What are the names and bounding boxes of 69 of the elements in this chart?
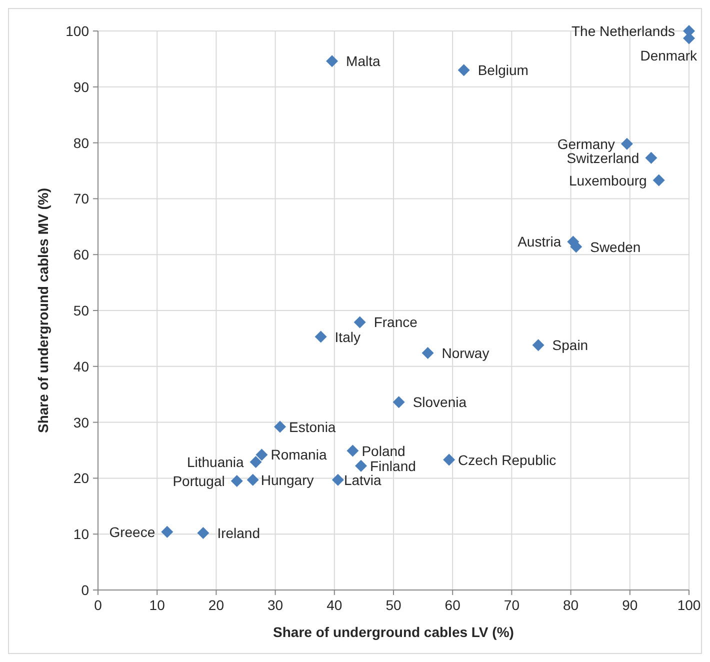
x-tick-label: 30 [268, 597, 284, 613]
point [532, 339, 544, 352]
y-tick-label: 20 [73, 470, 90, 486]
x-tick-label: 0 [94, 597, 102, 613]
data-label: Italy [334, 328, 360, 345]
point [354, 460, 367, 472]
x-tick-label: 10 [149, 597, 166, 613]
data-label: Finland [370, 458, 416, 474]
y-tick-label: 80 [73, 134, 90, 151]
x-tick-label: 100 [677, 597, 701, 613]
data-label: Ireland [217, 524, 260, 541]
point [256, 448, 268, 461]
y-axis-title: Share of underground cables MV (%) [35, 188, 51, 434]
y-tick-label: 70 [73, 190, 90, 207]
data-label: Slovenia [412, 394, 467, 410]
point [620, 138, 633, 150]
data-label: Norway [442, 344, 490, 361]
y-tick-label: 0 [81, 582, 90, 598]
data-label: Lithuania [186, 454, 244, 470]
point [422, 346, 434, 359]
point [246, 474, 259, 486]
x-tick-label: 60 [444, 597, 461, 613]
y-tick-label: 10 [73, 526, 90, 542]
y-tick-label: 50 [73, 302, 90, 318]
point [250, 456, 262, 468]
data-label: Greece [109, 524, 156, 540]
data-label: Belgium [478, 62, 528, 78]
point [230, 474, 243, 487]
data-label: Romania [270, 446, 327, 463]
data-label: Sweden [590, 238, 641, 255]
point [645, 152, 658, 164]
x-tick-label: 90 [622, 597, 638, 613]
point [652, 174, 665, 186]
y-tick-label: 60 [73, 246, 90, 263]
y-tick-label: 30 [73, 414, 90, 430]
data-label: Malta [346, 53, 380, 70]
point [332, 474, 344, 486]
data-label: Spain [552, 337, 588, 354]
point [458, 64, 470, 76]
data-label: Estonia [289, 418, 336, 435]
y-tick-label: 90 [73, 78, 90, 95]
x-axis-title: Share of underground cables LV (%) [273, 624, 514, 640]
point [314, 330, 327, 343]
data-label: Latvia [344, 472, 382, 488]
point [443, 454, 456, 466]
data-label: Germany [557, 136, 615, 152]
data-label: Hungary [260, 472, 314, 488]
y-tick-label: 40 [73, 358, 90, 374]
data-label: Poland [362, 442, 406, 459]
x-tick-label: 50 [386, 597, 402, 613]
data-label: Czech Republic [458, 452, 556, 468]
data-label: Luxembourg [569, 172, 647, 188]
point [161, 526, 174, 538]
data-label: The Netherlands [571, 23, 675, 39]
point [354, 316, 366, 328]
data-label: Portugal [172, 472, 225, 489]
point [197, 526, 210, 539]
x-tick-label: 20 [208, 597, 224, 613]
point [274, 420, 286, 433]
x-tick-label: 40 [326, 597, 342, 613]
data-label: Austria [518, 234, 562, 250]
point [346, 444, 359, 457]
x-tick-label: 70 [504, 597, 520, 613]
data-label: Denmark [640, 47, 698, 64]
y-tick-label: 100 [66, 23, 90, 39]
point [392, 396, 405, 408]
point [326, 55, 338, 68]
x-tick-label: 80 [563, 597, 579, 613]
data-label: France [374, 314, 418, 330]
